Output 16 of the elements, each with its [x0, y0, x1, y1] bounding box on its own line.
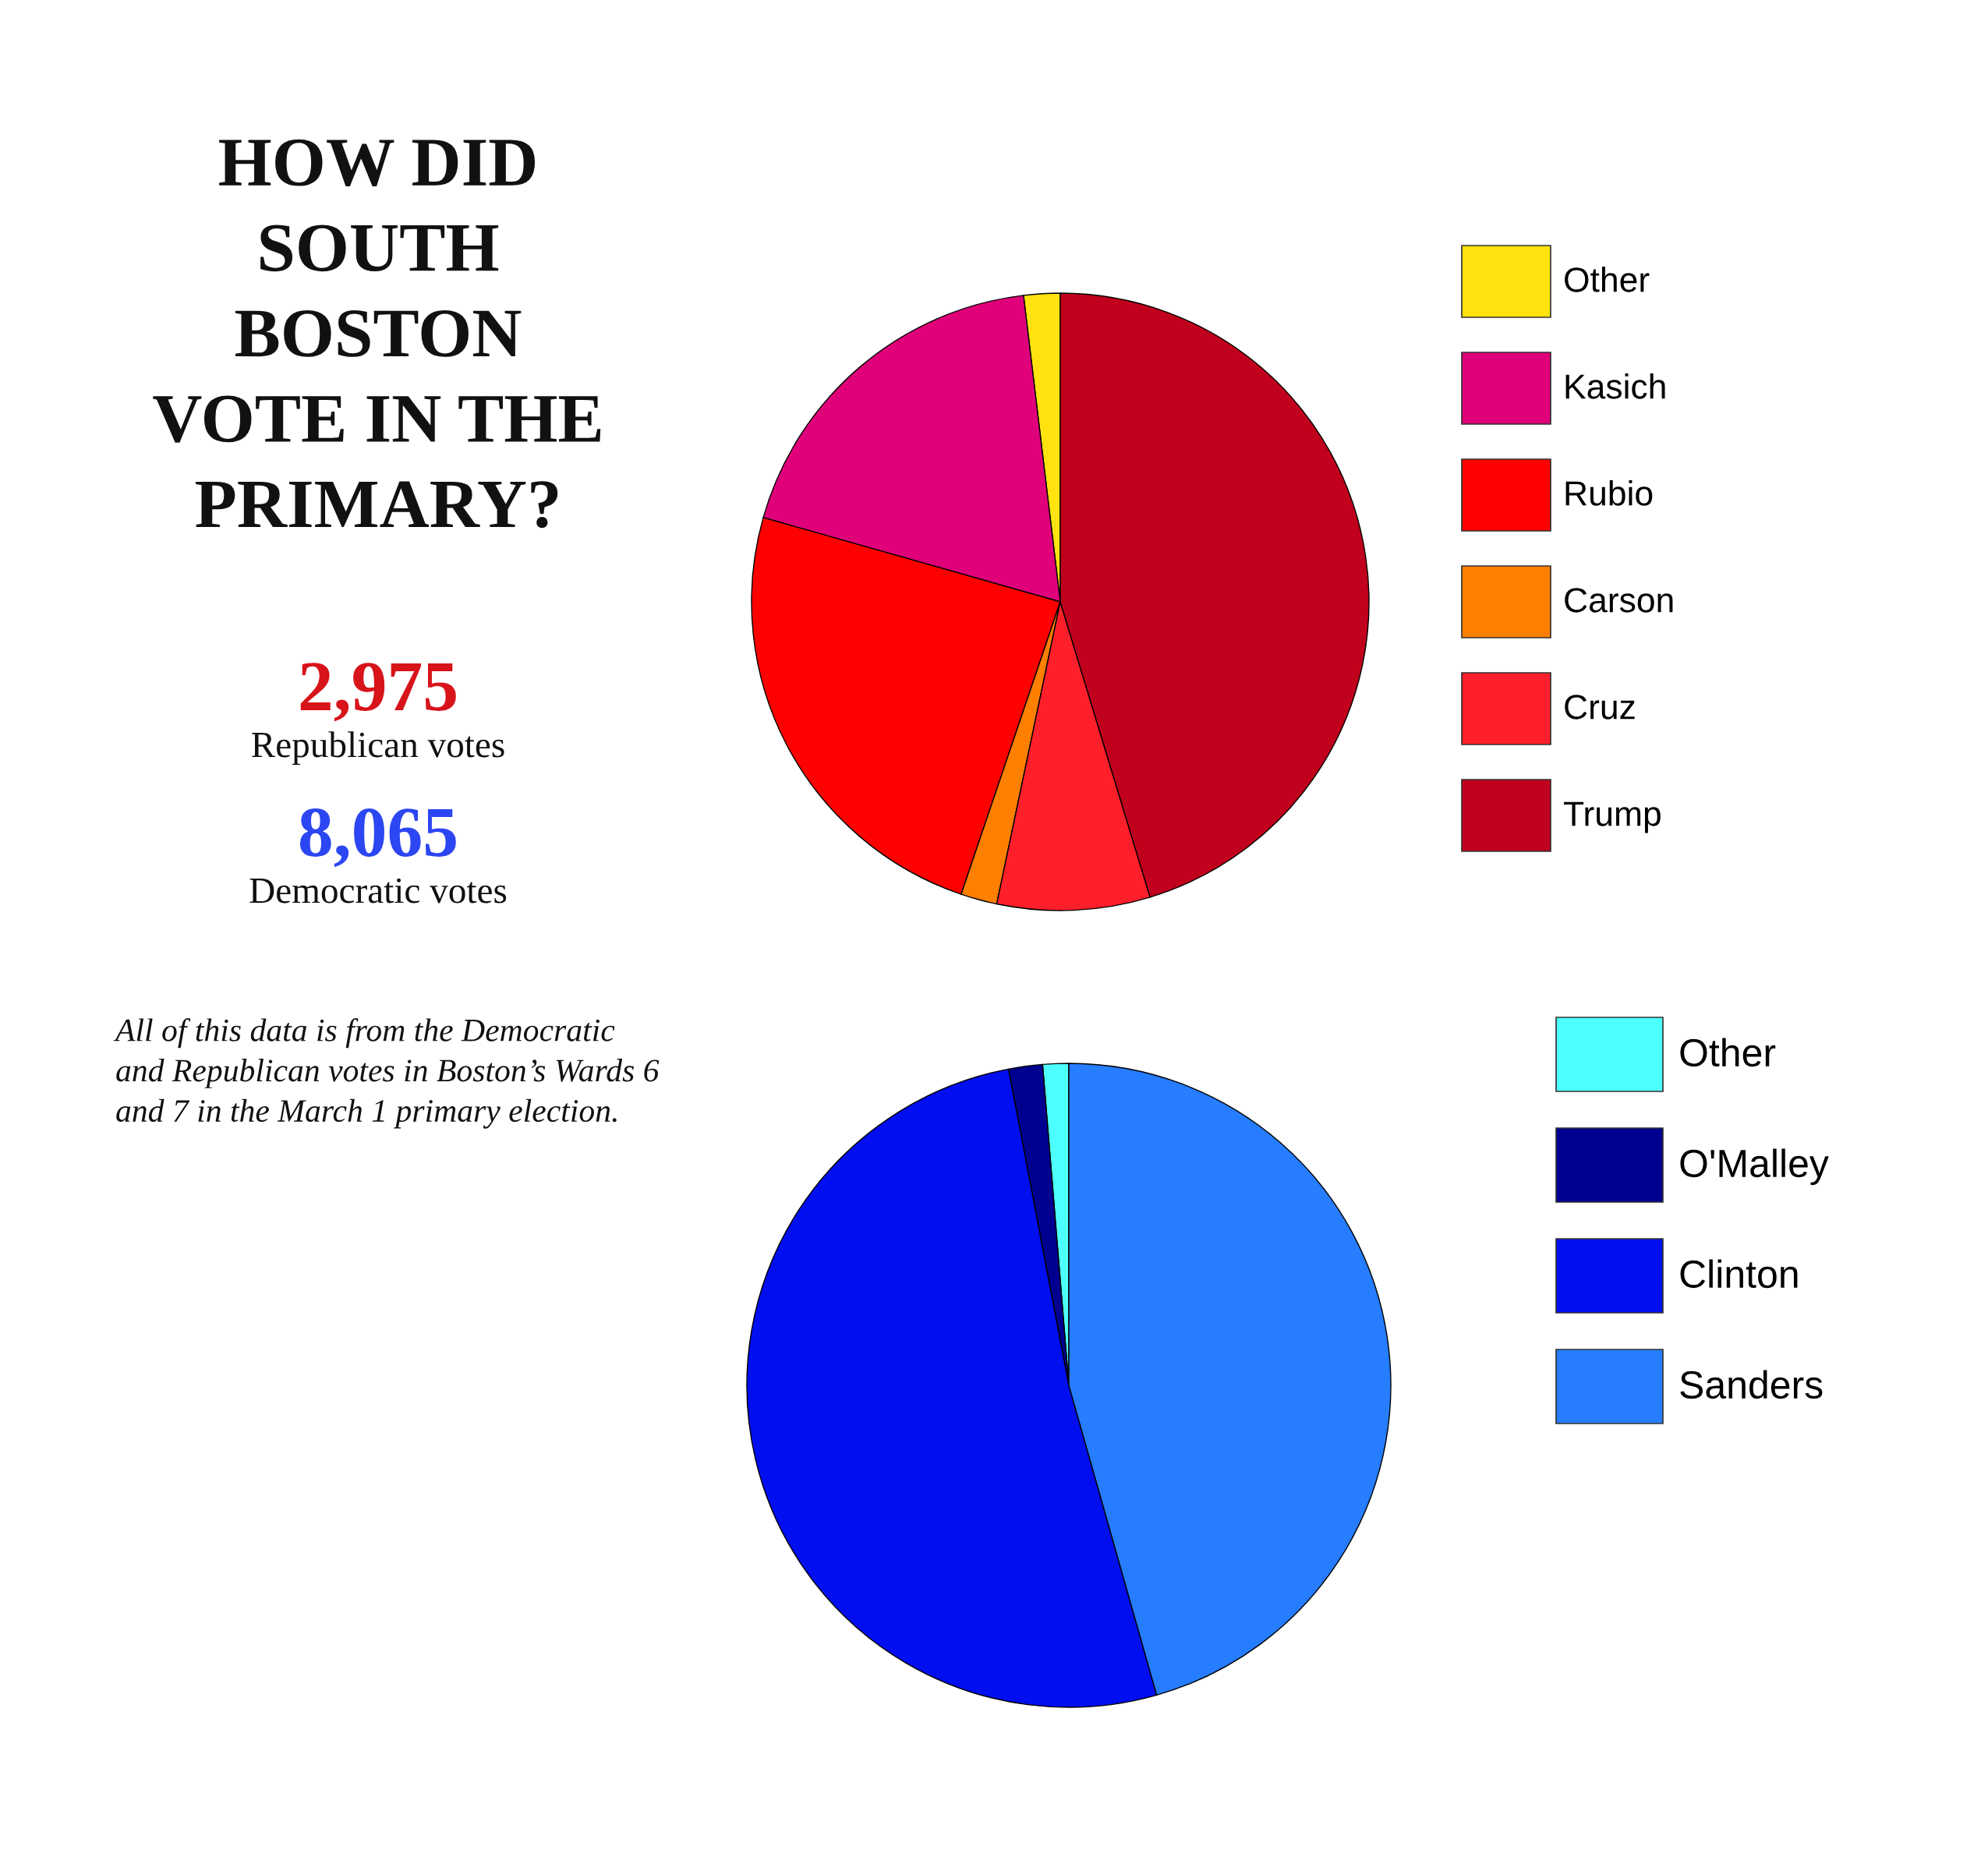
legend-label: Other: [1565, 267, 1650, 292]
legend-label: Cruz: [1565, 695, 1635, 720]
legend-label: Clinton: [1680, 1259, 1798, 1289]
legend-label: Kasich: [1565, 373, 1665, 399]
text: Republican votes: [252, 731, 504, 766]
legend-label: Carson: [1565, 588, 1673, 613]
legend-label: Rubio: [1565, 480, 1653, 506]
text: Democratic votes: [249, 878, 507, 904]
text: 8,065: [299, 808, 456, 868]
text: HOW DID SOUTH BOSTON VOTE IN THE PRIMARY?: [153, 139, 601, 529]
legend-label: O'Malley: [1680, 1148, 1829, 1186]
legend-label: Other: [1680, 1038, 1776, 1067]
text: All of this data is from the Democratic and Republican votes in Boston’s Wards 6 and 7 in the March 1 primary election.: [113, 1018, 660, 1129]
legend-label: Sanders: [1680, 1370, 1823, 1399]
text: 2,975: [300, 663, 456, 722]
legend-label: Trump: [1564, 801, 1661, 833]
